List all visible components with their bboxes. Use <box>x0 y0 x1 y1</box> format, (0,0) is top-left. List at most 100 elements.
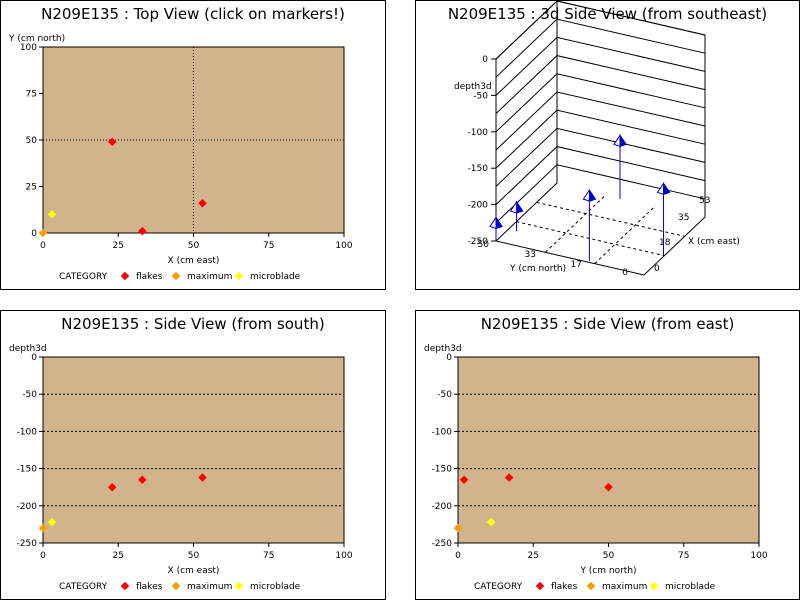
x-axis-label: X (cm east) <box>688 237 740 247</box>
y-tick-label: 50 <box>26 136 38 146</box>
y-axis-label: Y (cm north) <box>8 34 65 44</box>
legend-label: maximum <box>187 272 232 282</box>
y-tick-label: 33 <box>525 250 536 260</box>
x-tick-label: 25 <box>528 551 539 561</box>
x-tick-label: 35 <box>678 213 689 223</box>
legend-marker-maximum <box>586 581 596 591</box>
legend-title: CATEGORY <box>59 272 108 282</box>
floor-grid-line <box>544 193 607 253</box>
x-tick-label: 75 <box>263 551 274 561</box>
x-axis-label: X (cm east) <box>168 256 220 266</box>
x-tick-label: 100 <box>335 551 352 561</box>
legend-marker-flakes <box>120 581 130 591</box>
x-tick-label: 75 <box>678 551 689 561</box>
legend-marker-microblade <box>234 581 244 591</box>
legend-marker-microblade <box>234 271 244 281</box>
x-tick-label: 75 <box>263 241 274 251</box>
x-tick-label: 0 <box>455 551 461 561</box>
y-tick-label: -100 <box>432 427 453 437</box>
x-tick-label: 0 <box>40 551 46 561</box>
chart-title: N209E135 : Side View (from east) <box>481 315 735 333</box>
wall-grid-line <box>495 127 706 187</box>
x-tick-label: 50 <box>603 551 615 561</box>
marker-flakes <box>198 473 207 482</box>
marker-flakes <box>604 482 613 492</box>
y-tick-label: 50 <box>478 240 490 250</box>
x-tick-label: 25 <box>113 241 124 251</box>
z-tick-label: -150 <box>468 164 489 174</box>
floor-grid-line <box>594 205 657 265</box>
top-view-panel: N209E135 : Top View (click on markers!) Y… <box>0 0 386 290</box>
z-tick-label: -50 <box>473 91 488 101</box>
chart-svg: N209E135 : Side View (from south) depth3d… <box>9 315 353 592</box>
marker-flakes[interactable] <box>107 137 117 147</box>
x-axis-label: Y (cm north) <box>579 566 636 576</box>
y-tick-label: 17 <box>571 260 582 270</box>
legend-label: microblade <box>250 582 301 592</box>
floor-grid-line <box>516 221 665 257</box>
legend-marker-microblade <box>649 581 659 591</box>
pyramid-marker-shade <box>588 188 597 202</box>
x-tick-label: 100 <box>335 241 352 251</box>
legend-label: flakes <box>136 272 163 282</box>
chart-svg: N209E135 : 3d Side View (from southeast)… <box>448 1 767 278</box>
y-tick-label: 100 <box>20 43 37 53</box>
chart-svg: N209E135 : Side View (from east)depth3d0… <box>424 315 768 592</box>
legend-marker-flakes <box>535 581 545 591</box>
y-tick-label: -100 <box>17 427 38 437</box>
plot-area <box>42 356 345 544</box>
legend-title: CATEGORY <box>59 582 108 592</box>
wall-grid-line <box>495 1 706 60</box>
chart-title: N209E135 : Top View (click on markers!) <box>41 5 345 23</box>
y-tick-label: 0 <box>446 353 452 363</box>
wall-grid-line <box>495 36 706 96</box>
y-tick-label: 25 <box>26 183 37 193</box>
legend-label: maximum <box>187 582 232 592</box>
legend-title: CATEGORY <box>474 582 523 592</box>
wall-grid-line <box>495 91 706 151</box>
y-tick-label: -150 <box>432 465 453 475</box>
marker-flakes[interactable] <box>198 198 207 208</box>
y-tick-label: -200 <box>17 502 38 512</box>
floor-grid-line <box>536 201 685 237</box>
wall-grid-line <box>495 73 706 133</box>
marker-maximum[interactable] <box>38 228 48 238</box>
marker-microblade <box>47 517 57 527</box>
plot-area <box>457 356 760 544</box>
marker-flakes <box>137 475 147 485</box>
legend-marker-maximum <box>171 271 181 281</box>
marker-flakes <box>459 475 469 485</box>
y-tick-label: -250 <box>432 539 453 549</box>
x-tick-label: 100 <box>750 551 767 561</box>
side-view-east-panel: N209E135 : Side View (from east) depth3d 0… <box>415 310 800 600</box>
x-tick-label: 25 <box>113 551 124 561</box>
marker-maximum <box>38 523 48 533</box>
y-axis-label: depth3d <box>9 344 47 354</box>
3d-side-view-panel: N209E135 : 3d Side View (from southeast)… <box>415 0 800 290</box>
legend-label: flakes <box>551 582 578 592</box>
y-tick-label: -50 <box>437 390 452 400</box>
chart-title: N209E135 : Side View (from south) <box>61 315 324 333</box>
y-tick-label: -200 <box>432 502 453 512</box>
legend-label: microblade <box>665 582 716 592</box>
marker-flakes <box>504 473 514 482</box>
x-tick-label: 0 <box>40 241 46 251</box>
y-axis-label: Y (cm north) <box>509 264 566 274</box>
marker-microblade[interactable] <box>47 210 57 219</box>
pyramid-marker-shade <box>495 215 503 230</box>
legend-label: microblade <box>250 272 301 282</box>
y-tick-label: 0 <box>622 268 628 278</box>
floor-edge <box>495 216 706 276</box>
y-tick-label: 75 <box>26 90 37 100</box>
marker-microblade <box>486 517 496 527</box>
y-tick-label: -50 <box>22 390 37 400</box>
y-tick-label: 0 <box>31 229 37 239</box>
marker-flakes[interactable] <box>137 226 147 236</box>
x-tick-label: 0 <box>654 264 660 274</box>
wall-grid-line <box>495 109 706 169</box>
x-tick-label: 50 <box>188 241 200 251</box>
z-tick-label: 0 <box>482 55 488 65</box>
chart-title: N209E135 : 3d Side View (from southeast) <box>448 5 767 23</box>
x-tick-label: 53 <box>699 196 710 206</box>
legend-marker-maximum <box>171 581 181 591</box>
